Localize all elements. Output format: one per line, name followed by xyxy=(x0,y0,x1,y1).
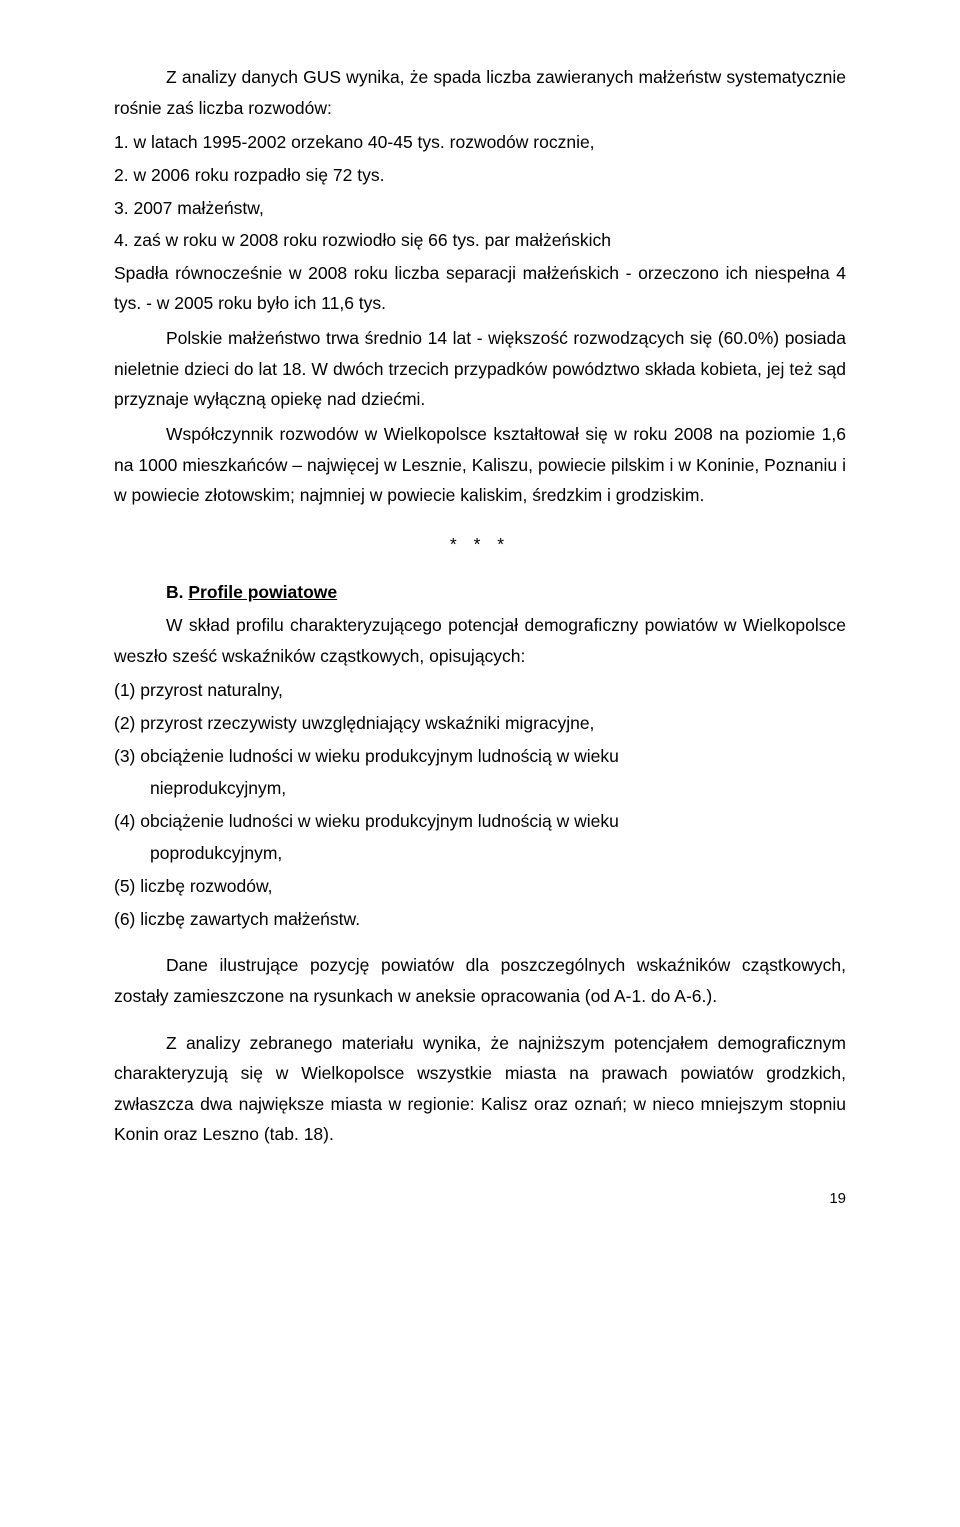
heading-text: Profile powiatowe xyxy=(188,582,337,602)
list-item-3: 3. 2007 małżeństw, xyxy=(114,193,846,224)
paragraph-intro: Z analizy danych GUS wynika, że spada li… xyxy=(114,62,846,123)
page-number: 19 xyxy=(114,1186,846,1212)
paragraph-2: Spadła równocześnie w 2008 roku liczba s… xyxy=(114,258,846,319)
list-item-4: 4. zaś w roku w 2008 roku rozwiodło się … xyxy=(114,225,846,256)
heading-profile-powiatowe: B. Profile powiatowe xyxy=(114,577,846,608)
paragraph-4: Współczynnik rozwodów w Wielkopolsce ksz… xyxy=(114,419,846,511)
ord-list-item-4: (4) obciążenie ludności w wieku produkcy… xyxy=(114,806,846,837)
heading-prefix: B. xyxy=(166,582,184,602)
list-item-1: 1. w latach 1995-2002 orzekano 40-45 tys… xyxy=(114,127,846,158)
ord-list-item-3: (3) obciążenie ludności w wieku produkcy… xyxy=(114,741,846,772)
ord-list-item-2: (2) przyrost rzeczywisty uwzględniający … xyxy=(114,708,846,739)
paragraph-7: Z analizy zebranego materiału wynika, że… xyxy=(114,1028,846,1151)
ord-list-item-1: (1) przyrost naturalny, xyxy=(114,675,846,706)
ord-list-item-5: (5) liczbę rozwodów, xyxy=(114,871,846,902)
ord-list-item-4-cont: poprodukcyjnym, xyxy=(114,838,846,869)
list-item-2: 2. w 2006 roku rozpadło się 72 tys. xyxy=(114,160,846,191)
paragraph-5: W skład profilu charakteryzującego poten… xyxy=(114,610,846,671)
section-separator: * * * xyxy=(114,529,846,560)
paragraph-3: Polskie małżeństwo trwa średnio 14 lat -… xyxy=(114,323,846,415)
paragraph-6: Dane ilustrujące pozycję powiatów dla po… xyxy=(114,950,846,1011)
ord-list-item-3-cont: nieprodukcyjnym, xyxy=(114,773,846,804)
ord-list-item-6: (6) liczbę zawartych małżeństw. xyxy=(114,904,846,935)
